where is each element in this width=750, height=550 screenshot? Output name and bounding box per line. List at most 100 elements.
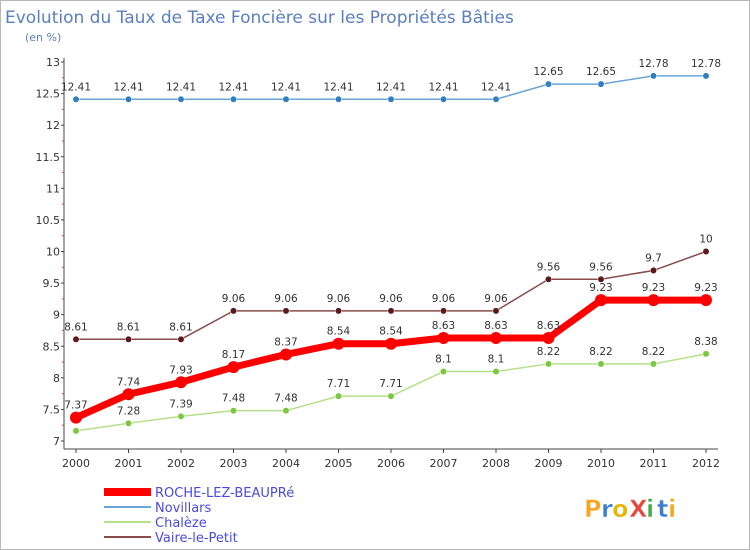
- data-label-chal-ze: 7.71: [327, 378, 350, 390]
- data-point-chal-ze: [282, 407, 290, 415]
- data-label-roche-lez-beaupr-: 8.63: [432, 320, 455, 332]
- data-label-vaire-le-petit: 9.06: [379, 293, 403, 305]
- data-point-roche-lez-beaupr-: [700, 294, 712, 307]
- data-point-novillars: [387, 95, 395, 103]
- legend-label-roche-lez-beaupr-: ROCHE-LEZ-BEAUPRé: [155, 486, 294, 501]
- logo-letter: r: [601, 495, 613, 523]
- data-point-novillars: [597, 80, 605, 88]
- logo-letter: P: [584, 495, 602, 523]
- data-label-chal-ze: 7.48: [274, 393, 297, 405]
- data-label-vaire-le-petit: 9.06: [222, 293, 246, 305]
- data-label-novillars: 12.78: [691, 58, 721, 70]
- data-label-novillars: 12.41: [166, 81, 196, 93]
- y-tick-label: 10.5: [36, 214, 61, 227]
- data-point-vaire-le-petit: [545, 275, 552, 283]
- y-tick-label: 8.5: [43, 340, 61, 353]
- data-point-vaire-le-petit: [125, 335, 132, 343]
- data-label-roche-lez-beaupr-: 7.37: [64, 400, 87, 412]
- x-tick-label: 2001: [115, 457, 143, 470]
- logo-letter: i: [646, 495, 654, 523]
- data-point-chal-ze: [125, 419, 132, 427]
- data-label-chal-ze: 8.1: [488, 354, 505, 366]
- data-label-novillars: 12.41: [271, 81, 301, 93]
- data-label-vaire-le-petit: 9.06: [484, 293, 508, 305]
- data-label-chal-ze: 8.38: [694, 336, 717, 348]
- data-label-novillars: 12.41: [218, 81, 248, 93]
- data-label-novillars: 12.41: [323, 81, 353, 93]
- data-label-novillars: 12.41: [481, 81, 511, 93]
- data-point-novillars: [650, 72, 657, 80]
- data-point-roche-lez-beaupr-: [647, 294, 660, 307]
- data-point-novillars: [702, 72, 710, 80]
- data-label-chal-ze: 8.1: [435, 354, 452, 366]
- legend-label-vaire-le-petit: Vaire-le-Petit: [155, 531, 238, 546]
- data-label-vaire-le-petit: 8.61: [169, 321, 192, 333]
- y-tick-label: 12.5: [36, 88, 61, 101]
- data-point-novillars: [282, 95, 290, 103]
- data-label-chal-ze: 7.71: [379, 378, 402, 390]
- data-point-vaire-le-petit: [650, 267, 657, 274]
- data-point-novillars: [230, 95, 237, 103]
- data-label-vaire-le-petit: 8.61: [117, 321, 140, 333]
- data-point-chal-ze: [177, 412, 185, 420]
- data-labels-layer: 12.41 12.41 12.41 12.41 12.41 12.41 12.41 12.41…: [61, 58, 721, 417]
- data-label-chal-ze: 7.39: [169, 398, 192, 410]
- data-label-vaire-le-petit: 10: [699, 234, 712, 246]
- data-point-roche-lez-beaupr-: [280, 348, 292, 361]
- data-point-vaire-le-petit: [335, 307, 342, 315]
- x-tick-label: 2011: [640, 457, 668, 470]
- y-tick-label: 9: [53, 309, 60, 322]
- logo-letter: i: [668, 495, 676, 523]
- y-tick-label: 13: [46, 56, 60, 69]
- data-point-novillars: [492, 95, 500, 103]
- data-label-roche-lez-beaupr-: 9.23: [589, 282, 612, 294]
- x-tick-label: 2010: [587, 457, 615, 470]
- legend-label-novillars: Novillars: [155, 501, 212, 516]
- data-label-vaire-le-petit: 9.7: [645, 252, 662, 264]
- series-layer: [70, 72, 712, 435]
- data-label-novillars: 12.41: [428, 81, 458, 93]
- data-point-chal-ze: [597, 360, 605, 368]
- data-point-chal-ze: [650, 360, 657, 368]
- data-label-novillars: 12.41: [113, 81, 143, 93]
- data-label-novillars: 12.65: [533, 66, 563, 78]
- x-tick-label: 2007: [430, 457, 458, 470]
- logo-letter: o: [612, 495, 629, 523]
- data-point-roche-lez-beaupr-: [175, 376, 187, 389]
- legend-label-chal-ze: Chalèze: [155, 516, 207, 531]
- y-tick-label: 7.5: [43, 403, 61, 416]
- data-point-novillars: [545, 80, 552, 88]
- x-tick-label: 2008: [482, 457, 510, 470]
- x-tick-label: 2006: [377, 457, 405, 470]
- logo-letter: t: [657, 495, 668, 523]
- data-label-roche-lez-beaupr-: 8.37: [274, 336, 297, 348]
- data-label-vaire-le-petit: 8.61: [64, 321, 87, 333]
- data-point-roche-lez-beaupr-: [385, 337, 397, 350]
- data-point-vaire-le-petit: [597, 275, 605, 283]
- data-point-chal-ze: [72, 427, 80, 435]
- data-point-roche-lez-beaupr-: [332, 337, 345, 350]
- data-label-vaire-le-petit: 9.56: [589, 261, 613, 273]
- x-tick-label: 2002: [167, 457, 195, 470]
- data-point-roche-lez-beaupr-: [595, 294, 607, 307]
- data-point-novillars: [335, 95, 342, 103]
- y-tick-label: 8: [53, 372, 60, 385]
- x-tick-label: 2012: [692, 457, 720, 470]
- data-point-novillars: [177, 95, 185, 103]
- chart-title: Evolution du Taux de Taxe Foncière sur l…: [5, 8, 514, 28]
- data-label-vaire-le-petit: 9.56: [537, 261, 561, 273]
- data-point-novillars: [125, 95, 132, 103]
- data-point-novillars: [440, 95, 447, 103]
- data-point-chal-ze: [702, 350, 710, 358]
- data-point-vaire-le-petit: [702, 248, 710, 255]
- data-point-roche-lez-beaupr-: [227, 361, 240, 374]
- data-label-roche-lez-beaupr-: 7.74: [117, 376, 141, 388]
- data-label-novillars: 12.65: [586, 66, 616, 78]
- data-point-vaire-le-petit: [387, 307, 395, 315]
- data-point-chal-ze: [230, 407, 237, 415]
- data-label-roche-lez-beaupr-: 8.63: [484, 320, 507, 332]
- data-point-vaire-le-petit: [230, 307, 237, 315]
- chart-subtitle: (en %): [25, 31, 61, 44]
- x-tick-label: 2009: [535, 457, 563, 470]
